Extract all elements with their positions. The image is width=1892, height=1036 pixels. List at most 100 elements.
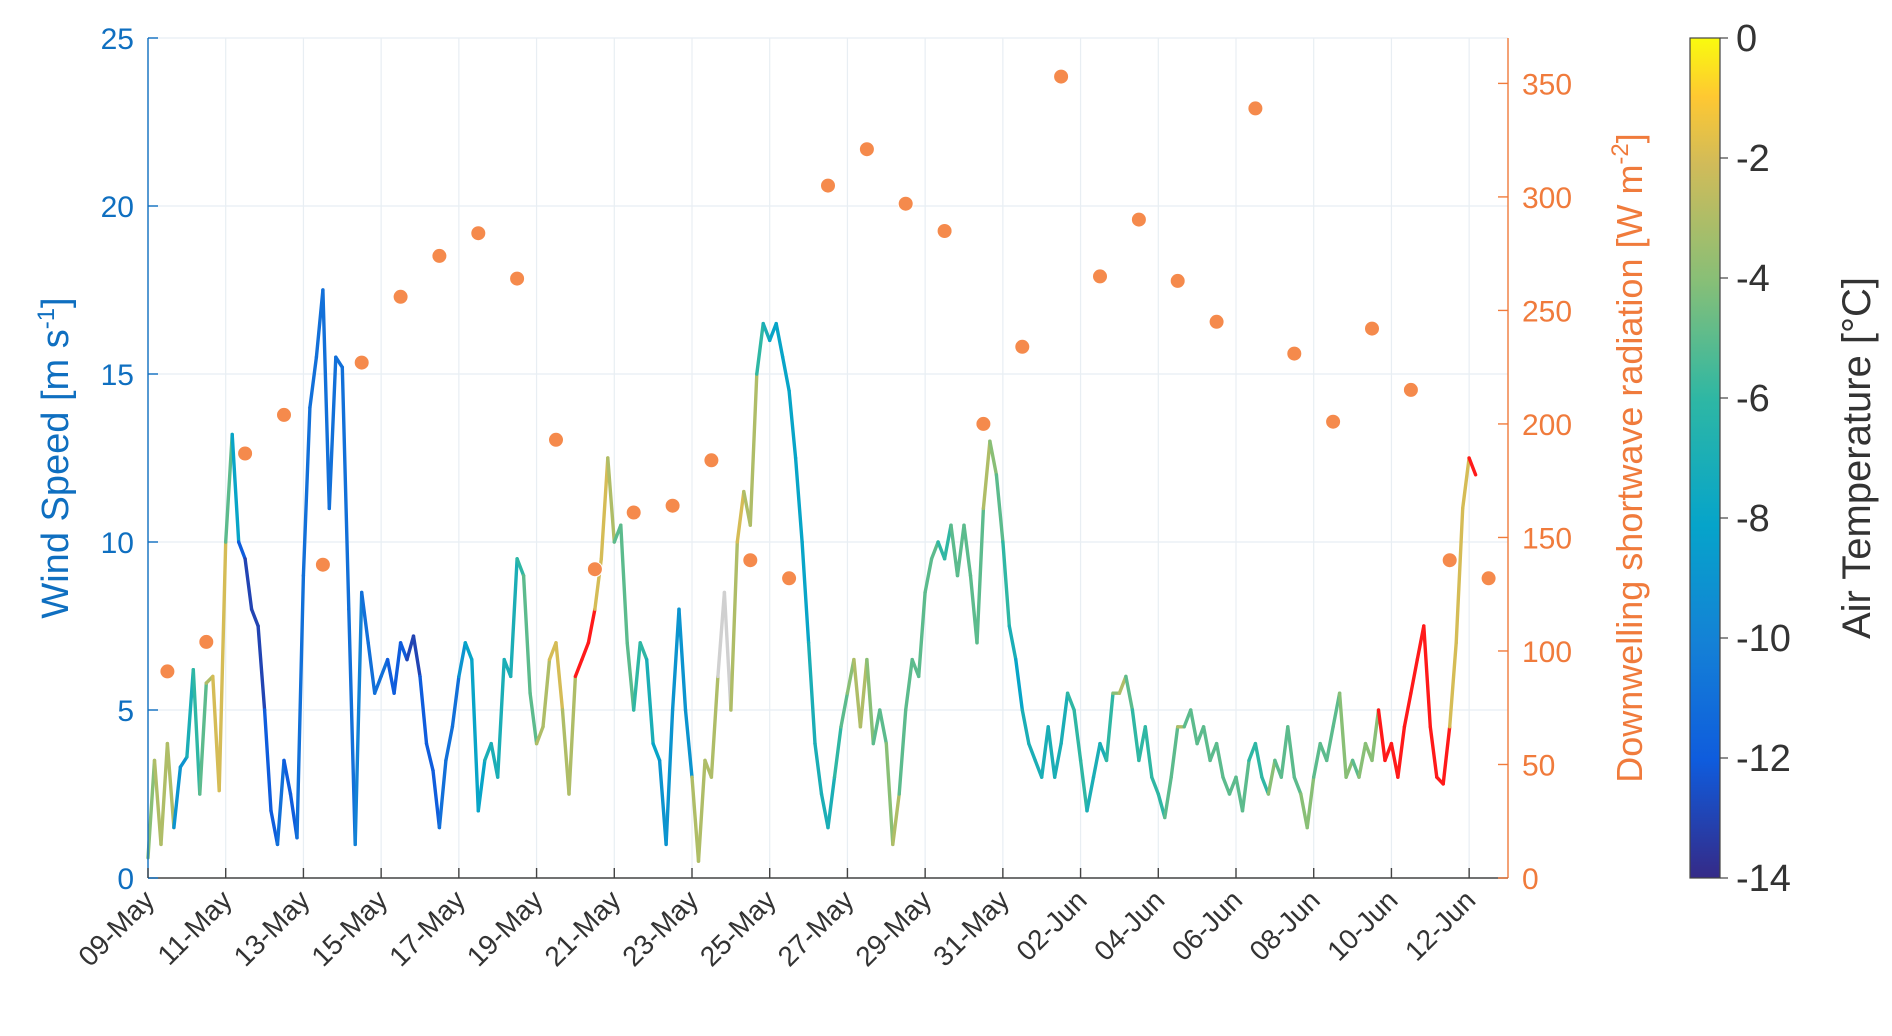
x-tick-label: 10-Jun bbox=[1321, 884, 1403, 966]
shortwave-point bbox=[314, 556, 331, 573]
wind-speed-segment bbox=[813, 741, 824, 796]
wind-speed-segment bbox=[1059, 691, 1070, 746]
colorbar-title: Air Temperature [°C] bbox=[1835, 277, 1879, 639]
colorbar-gradient bbox=[1689, 37, 1721, 879]
colorbar-tick-label: 0 bbox=[1736, 18, 1757, 60]
wind-speed-segment bbox=[152, 758, 163, 847]
wind-speed-segment bbox=[1409, 657, 1420, 695]
wind-speed-segment bbox=[243, 557, 254, 611]
wind-speed-segment bbox=[865, 657, 875, 746]
wind-speed-segment bbox=[917, 590, 927, 679]
y-left-tick-label: 10 bbox=[101, 527, 134, 560]
wind-speed-segment bbox=[1201, 725, 1212, 763]
wind-speed-segment bbox=[431, 768, 442, 830]
shortwave-point bbox=[1130, 211, 1147, 228]
x-tick-label: 08-Jun bbox=[1243, 884, 1325, 966]
wind-speed-segment bbox=[470, 657, 480, 813]
colorbar-tick-label: -8 bbox=[1736, 498, 1770, 540]
shortwave-point bbox=[1441, 552, 1458, 569]
wind-speed-segment bbox=[1137, 725, 1148, 763]
shortwave-point bbox=[1053, 68, 1070, 85]
x-tick-label: 23-May bbox=[616, 884, 704, 972]
y-left-axis-title: Wind Speed [m s-1] bbox=[33, 297, 77, 618]
wind-speed-segment bbox=[878, 708, 888, 746]
wind-speed-segment bbox=[923, 557, 934, 595]
y-right-tick-label: 250 bbox=[1522, 295, 1572, 328]
wind-speed-segment bbox=[1253, 741, 1264, 779]
wind-speed-segment bbox=[360, 590, 370, 645]
wind-speed-segment bbox=[651, 741, 662, 763]
wind-speed-segment bbox=[1234, 775, 1245, 813]
wind-speed-segment bbox=[774, 321, 785, 359]
wind-speed-segment bbox=[560, 708, 571, 796]
wind-speed-segment bbox=[632, 641, 642, 712]
wind-speed-segment bbox=[1299, 792, 1309, 830]
wind-speed-segment bbox=[1014, 657, 1024, 712]
wind-speed-segment bbox=[366, 641, 377, 695]
wind-speed-segment bbox=[1402, 691, 1413, 729]
wind-speed-segment bbox=[729, 540, 739, 712]
wind-speed-segment bbox=[411, 634, 422, 679]
wind-speed-segment bbox=[463, 641, 474, 662]
x-tick-label: 04-Jun bbox=[1088, 884, 1170, 966]
wind-speed-segment bbox=[275, 758, 286, 847]
wind-speed-segment bbox=[457, 641, 467, 679]
wind-speed-segment bbox=[1370, 708, 1381, 763]
y-left-tick-label: 20 bbox=[101, 191, 134, 224]
wind-speed-segment bbox=[262, 708, 273, 813]
y-left-tick-label: 15 bbox=[101, 359, 134, 392]
wind-speed-segment bbox=[509, 557, 519, 679]
shortwave-point bbox=[1286, 345, 1303, 362]
y-left-tick-label: 25 bbox=[101, 23, 134, 56]
wind-speed-segment bbox=[1376, 708, 1387, 763]
wind-speed-segment bbox=[975, 506, 986, 645]
wind-speed-segment bbox=[573, 657, 584, 679]
colorbar: 0 -2 -4 -6 -8 -10 -12 -14 bbox=[1689, 18, 1791, 900]
colorbar-tick-label: -6 bbox=[1736, 378, 1770, 420]
x-tick-label: 02-Jun bbox=[1010, 884, 1092, 966]
x-tick-label: 06-Jun bbox=[1166, 884, 1248, 966]
wind-speed-segment bbox=[858, 657, 869, 729]
wind-speed-segment bbox=[476, 758, 487, 813]
wind-speed-segment bbox=[645, 657, 655, 746]
shortwave-point bbox=[742, 552, 759, 569]
wind-speed-segment bbox=[1091, 741, 1102, 779]
wind-speed-segment bbox=[515, 557, 526, 578]
wind-speed-segment bbox=[1124, 674, 1135, 712]
x-tick-label: 15-May bbox=[305, 884, 393, 972]
wind-speed-segment bbox=[334, 355, 344, 369]
y-left-tick-label: 5 bbox=[117, 695, 134, 728]
x-tick-label: 25-May bbox=[694, 884, 782, 972]
wind-speed-segment bbox=[1052, 741, 1063, 779]
wind-speed-segment bbox=[981, 439, 992, 511]
y-right-axis-title: Downwelling shortwave radiation [W m-2] bbox=[1607, 133, 1650, 783]
wind-speed-segment bbox=[1001, 540, 1011, 628]
shortwave-point bbox=[781, 570, 798, 587]
wind-speed-segment bbox=[1266, 758, 1277, 796]
shortwave-point bbox=[703, 452, 720, 469]
wind-speed-segment bbox=[1039, 725, 1050, 779]
shortwave-point bbox=[586, 561, 603, 578]
wind-speed-segment bbox=[677, 607, 688, 712]
wind-speed-segment bbox=[146, 758, 157, 860]
shortwave-point bbox=[159, 663, 176, 680]
wind-speed-segment bbox=[1454, 506, 1465, 645]
colorbar-tick-label: -14 bbox=[1736, 858, 1791, 900]
wind-speed-segment bbox=[722, 590, 733, 712]
wind-speed-segment bbox=[1324, 725, 1335, 763]
wind-speed-segment bbox=[657, 758, 668, 847]
wind-speed-segment bbox=[826, 775, 837, 830]
shortwave-point bbox=[1092, 268, 1108, 285]
wind-speed-segment bbox=[806, 641, 817, 746]
y-right-tick-label: 50 bbox=[1522, 749, 1555, 782]
wind-speed-segment bbox=[670, 607, 681, 712]
shortwave-point bbox=[509, 270, 526, 287]
wind-speed-segment bbox=[165, 741, 176, 830]
shortwave-point bbox=[897, 195, 914, 212]
shortwave-point bbox=[276, 406, 292, 423]
y-right-tick-label: 0 bbox=[1522, 863, 1539, 896]
wind-speed-segment bbox=[223, 432, 234, 544]
y-right-tick-label: 200 bbox=[1522, 409, 1572, 442]
wind-speed-segment bbox=[761, 321, 772, 343]
shortwave-point bbox=[431, 247, 448, 264]
